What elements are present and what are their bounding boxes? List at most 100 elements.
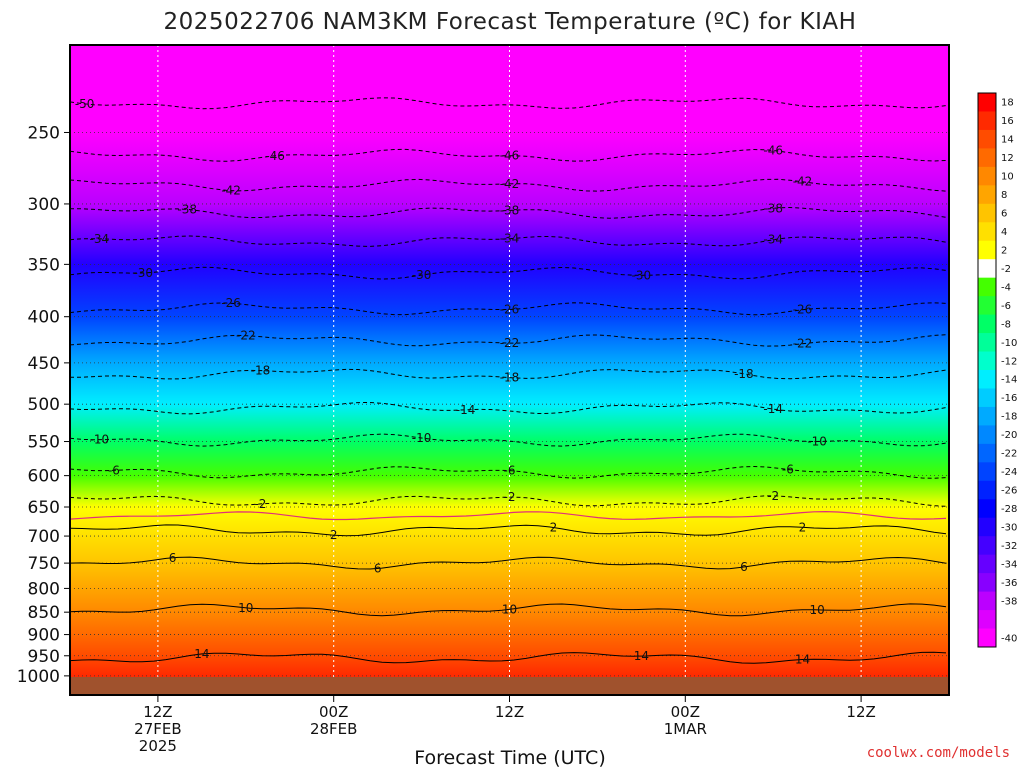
- colorbar-label: -24: [1001, 467, 1017, 478]
- isotherm-label: 10: [810, 603, 825, 617]
- colorbar-bin: [978, 517, 996, 537]
- x-axis-label: Forecast Time (UTC): [414, 747, 605, 768]
- colorbar-label: -16: [1001, 393, 1017, 404]
- colorbar-bin: [978, 296, 996, 316]
- colorbar-bin: [978, 240, 996, 260]
- colorbar-label: -20: [1001, 430, 1017, 441]
- colorbar-label: -28: [1001, 504, 1017, 515]
- colorbar-bin: [978, 554, 996, 574]
- colorbar-bin: [978, 388, 996, 408]
- isotherm-label: -46: [265, 149, 285, 163]
- isotherm-label: -30: [412, 268, 432, 282]
- colorbar: 18 16 14 12 10 8 6 4 2 -2 -4 -6 -8 -10 -12 -14 -16 -18 -20…: [977, 92, 1017, 648]
- y-tick-label: 500: [28, 395, 60, 415]
- isotherm-label: -18: [251, 364, 271, 378]
- colorbar-bin: [978, 591, 996, 611]
- colorbar-bin: [978, 129, 996, 149]
- colorbar-label: -18: [1001, 412, 1017, 423]
- isotherm-label: -18: [500, 371, 520, 385]
- isotherm-label: -26: [221, 296, 241, 310]
- colorbar-bin: [978, 314, 996, 334]
- isotherm-label: -26: [793, 303, 813, 317]
- y-tick-label: 350: [28, 255, 60, 275]
- vertical-gridlines: [157, 45, 862, 695]
- isotherm-label: 2: [330, 528, 338, 542]
- y-tick-label: 550: [28, 433, 60, 453]
- colorbar-bin: [978, 406, 996, 426]
- chart-title: 2025022706 NAM3KM Forecast Temperature (…: [164, 9, 857, 35]
- colorbar-label: 4: [1001, 227, 1007, 238]
- y-axis-ticks: 250 300 350 400 450 500 550 600 650 700 750 800 850 9…: [17, 123, 70, 687]
- isotherm-label: -2: [767, 489, 779, 503]
- isotherm-label: -42: [500, 177, 520, 191]
- isotherm-label: 14: [194, 647, 209, 661]
- isotherm-line: [70, 651, 947, 664]
- isotherm-label: -26: [500, 303, 520, 317]
- y-tick-label: 450: [28, 354, 60, 374]
- colorbar-label: 16: [1001, 116, 1014, 127]
- colorbar-label: 18: [1001, 98, 1014, 109]
- y-tick-label: 250: [28, 123, 60, 143]
- colorbar-label: -40: [1001, 633, 1017, 644]
- isotherm-label: 14: [795, 652, 810, 666]
- isotherm-label: -42: [793, 175, 813, 189]
- isotherm-label: -2: [254, 497, 266, 511]
- isotherm-line: [70, 603, 947, 617]
- isotherm-label: 2: [799, 520, 807, 534]
- x-tick-label: 1MAR: [664, 720, 707, 738]
- x-tick-label: 00Z: [671, 703, 700, 721]
- colorbar-label: 12: [1001, 153, 1014, 164]
- isotherm-label: -6: [782, 462, 794, 476]
- isotherm-label: -42: [221, 184, 241, 198]
- isotherm-label: -22: [500, 336, 520, 350]
- isotherm-label: -6: [108, 463, 120, 477]
- isotherm-label: -30: [133, 266, 153, 280]
- colorbar-bin: [978, 610, 996, 630]
- colorbar-label: -22: [1001, 449, 1017, 460]
- colorbar-bin: [978, 333, 996, 353]
- isotherm-label: -10: [412, 431, 432, 445]
- colorbar-bin: [978, 370, 996, 389]
- y-tick-label: 650: [28, 498, 60, 518]
- isotherm-label: -18: [734, 367, 754, 381]
- colorbar-label: -32: [1001, 541, 1017, 552]
- x-tick-label: 28FEB: [310, 720, 357, 738]
- isotherm-label: -14: [456, 403, 476, 417]
- isotherm-label: -10: [89, 433, 109, 447]
- colorbar-bin: [978, 499, 996, 519]
- colorbar-bin: [978, 351, 996, 371]
- colorbar-bin: [978, 462, 996, 482]
- y-tick-label: 400: [28, 308, 60, 328]
- isotherm-label: -38: [500, 203, 520, 217]
- isotherm-label: -30: [632, 268, 652, 282]
- colorbar-label: -12: [1001, 356, 1017, 367]
- isotherm-label: 10: [502, 602, 517, 616]
- surface-band: [70, 677, 949, 695]
- isotherm-label: -22: [236, 329, 256, 343]
- colorbar-label: 10: [1001, 172, 1014, 183]
- isotherm-label: -38: [177, 202, 197, 216]
- colorbar-bin: [978, 259, 996, 279]
- colorbar-label: -30: [1001, 522, 1017, 533]
- isotherm-line: [70, 556, 947, 570]
- x-tick-label: 27FEB: [134, 720, 181, 738]
- isotherm-label: 2: [550, 521, 558, 535]
- colorbar-label: -4: [1001, 282, 1011, 293]
- colorbar-label: -6: [1001, 301, 1011, 312]
- colorbar-bin: [978, 203, 996, 223]
- isotherm-label: 6: [169, 551, 177, 565]
- isotherm-label: 10: [238, 601, 253, 615]
- isotherm-label: 6: [374, 561, 382, 575]
- colorbar-bin: [978, 443, 996, 463]
- isotherm-label: -22: [793, 337, 813, 351]
- isotherm-label: -2: [504, 490, 516, 504]
- isotherm-label: -10: [807, 434, 827, 448]
- y-tick-label: 300: [28, 195, 60, 215]
- colorbar-label: 8: [1001, 190, 1007, 201]
- colorbar-label: -34: [1001, 559, 1017, 570]
- y-tick-label: 900: [28, 626, 60, 646]
- colorbar-bin: [978, 277, 996, 297]
